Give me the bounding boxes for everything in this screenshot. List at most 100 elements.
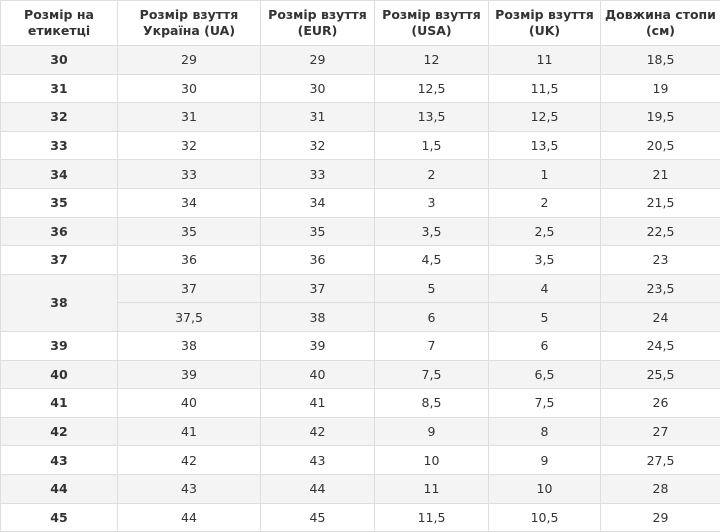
table-cell: 8	[488, 416, 601, 447]
table-row: 38 37 37 5 4 23,5	[0, 273, 720, 332]
table-cell: 37,5	[117, 302, 261, 332]
table-row: 33 32 32 1,5 13,5 20,5	[0, 130, 720, 161]
size-label: 42	[0, 416, 118, 447]
header-cell: Розмір взуття Україна (UA)	[117, 0, 261, 46]
table-cell: 34	[117, 187, 261, 218]
table-cell: 13,5	[374, 102, 489, 132]
table-cell: 21,5	[600, 187, 720, 218]
size-label: 30	[0, 45, 118, 75]
table-cell: 3,5	[374, 216, 489, 247]
table-cell: 45	[260, 502, 375, 532]
header-cell: Розмір взуття (UK)	[488, 0, 601, 46]
table-cell: 36	[260, 245, 375, 275]
table-cell: 10	[488, 473, 601, 504]
size-label: 43	[0, 445, 118, 475]
table-cell: 31	[260, 102, 375, 132]
header-cell: Розмір взуття (EUR)	[260, 0, 375, 46]
table-cell: 12	[374, 45, 489, 75]
table-cell: 23,5	[600, 273, 720, 304]
table-cell: 41	[117, 416, 261, 447]
table-row: 45 44 45 11,5 10,5 29	[0, 502, 720, 532]
header-cell: Розмір взуття (USA)	[374, 0, 489, 46]
table-cell: 10,5	[488, 502, 601, 532]
table-cell: 2	[488, 187, 601, 218]
header-row: Розмір на етикетці Розмір взуття Україна …	[0, 0, 720, 46]
size-label: 44	[0, 473, 118, 504]
size-label: 38	[0, 273, 118, 332]
table-cell: 32	[260, 130, 375, 161]
table-cell: 35	[117, 216, 261, 247]
table-cell: 1,5	[374, 130, 489, 161]
size-label: 34	[0, 159, 118, 189]
table-row: 43 42 43 10 9 27,5	[0, 445, 720, 475]
table-cell: 33	[117, 159, 261, 189]
table-row: 44 43 44 11 10 28	[0, 473, 720, 504]
table-cell: 37	[117, 273, 261, 304]
size-label: 32	[0, 102, 118, 132]
table-cell: 8,5	[374, 388, 489, 418]
table-row: 41 40 41 8,5 7,5 26	[0, 388, 720, 418]
size-label: 37	[0, 245, 118, 275]
table-cell: 40	[117, 388, 261, 418]
table-cell: 29	[600, 502, 720, 532]
table-cell: 23	[600, 245, 720, 275]
table-body: 30 29 29 12 11 18,5 31 30 30 12,5 11,5 19 32 31 31 13,5…	[0, 45, 720, 532]
table-row: 37 36 36 4,5 3,5 23	[0, 245, 720, 275]
table-row: 40 39 40 7,5 6,5 25,5	[0, 359, 720, 390]
table-cell: 21	[600, 159, 720, 189]
table-cell: 32	[117, 130, 261, 161]
table-cell: 29	[117, 45, 261, 75]
table-cell: 11,5	[374, 502, 489, 532]
table-cell: 38	[117, 330, 261, 361]
table-cell: 29	[260, 45, 375, 75]
table-cell: 44	[260, 473, 375, 504]
table-row: 42 41 42 9 8 27	[0, 416, 720, 447]
header-cell: Розмір на етикетці	[0, 0, 118, 46]
table-cell: 6,5	[488, 359, 601, 390]
table-cell: 25,5	[600, 359, 720, 390]
table-cell: 11	[374, 473, 489, 504]
table-cell: 44	[117, 502, 261, 532]
table-cell: 24,5	[600, 330, 720, 361]
table-cell: 7	[374, 330, 489, 361]
size-label: 41	[0, 388, 118, 418]
table-cell: 6	[374, 302, 489, 332]
size-label: 33	[0, 130, 118, 161]
table-row: 37,5 38 6 5 24	[1, 302, 720, 332]
table-cell: 39	[117, 359, 261, 390]
table-cell: 3	[374, 187, 489, 218]
table-cell: 9	[488, 445, 601, 475]
table-cell: 11,5	[488, 73, 601, 104]
size-label: 36	[0, 216, 118, 247]
table-cell: 37	[260, 273, 375, 304]
table-cell: 1	[488, 159, 601, 189]
table-cell: 3,5	[488, 245, 601, 275]
table-cell: 38	[260, 302, 375, 332]
table-cell: 36	[117, 245, 261, 275]
table-cell: 43	[117, 473, 261, 504]
table-cell: 27	[600, 416, 720, 447]
table-cell: 13,5	[488, 130, 601, 161]
table-cell: 12,5	[374, 73, 489, 104]
table-cell: 33	[260, 159, 375, 189]
table-cell: 41	[260, 388, 375, 418]
header-cell: Довжина стопи (см)	[600, 0, 720, 46]
table-row: 35 34 34 3 2 21,5	[0, 187, 720, 218]
table-cell: 30	[117, 73, 261, 104]
table-row: 34 33 33 2 1 21	[0, 159, 720, 189]
table-cell: 18,5	[600, 45, 720, 75]
table-cell: 2	[374, 159, 489, 189]
table-cell: 2,5	[488, 216, 601, 247]
table-cell: 4,5	[374, 245, 489, 275]
size-label: 35	[0, 187, 118, 218]
table-cell: 22,5	[600, 216, 720, 247]
table-cell: 30	[260, 73, 375, 104]
table-cell: 7,5	[488, 388, 601, 418]
size-label: 45	[0, 502, 118, 532]
table-cell: 39	[260, 330, 375, 361]
table-cell: 26	[600, 388, 720, 418]
table-row: 39 38 39 7 6 24,5	[0, 330, 720, 361]
table-cell: 19,5	[600, 102, 720, 132]
table-cell: 20,5	[600, 130, 720, 161]
